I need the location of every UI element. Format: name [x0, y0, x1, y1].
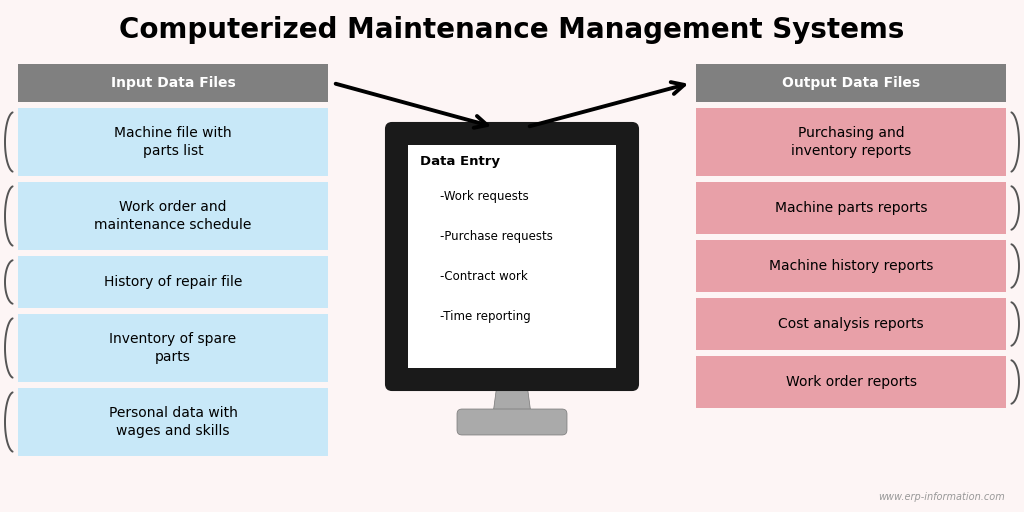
Text: Personal data with
wages and skills: Personal data with wages and skills — [109, 406, 238, 438]
Text: -Purchase requests: -Purchase requests — [440, 230, 553, 243]
Text: Inventory of spare
parts: Inventory of spare parts — [110, 332, 237, 364]
FancyBboxPatch shape — [18, 314, 328, 382]
Text: Purchasing and
inventory reports: Purchasing and inventory reports — [791, 126, 911, 158]
FancyBboxPatch shape — [18, 182, 328, 250]
Text: Cost analysis reports: Cost analysis reports — [778, 317, 924, 331]
FancyBboxPatch shape — [18, 256, 328, 308]
Text: Machine history reports: Machine history reports — [769, 259, 933, 273]
Text: Output Data Files: Output Data Files — [782, 76, 920, 90]
FancyBboxPatch shape — [18, 388, 328, 456]
FancyBboxPatch shape — [696, 356, 1006, 408]
FancyBboxPatch shape — [696, 64, 1006, 102]
FancyBboxPatch shape — [696, 298, 1006, 350]
FancyBboxPatch shape — [457, 409, 567, 435]
Text: Computerized Maintenance Management Systems: Computerized Maintenance Management Syst… — [120, 16, 904, 44]
FancyBboxPatch shape — [696, 108, 1006, 176]
Text: -Time reporting: -Time reporting — [440, 310, 530, 323]
Text: History of repair file: History of repair file — [103, 275, 243, 289]
Polygon shape — [493, 384, 531, 414]
Text: Data Entry: Data Entry — [420, 155, 500, 168]
FancyBboxPatch shape — [696, 182, 1006, 234]
FancyBboxPatch shape — [18, 108, 328, 176]
FancyBboxPatch shape — [386, 123, 638, 390]
Text: -Contract work: -Contract work — [440, 270, 527, 283]
FancyBboxPatch shape — [18, 64, 328, 102]
Text: Work order and
maintenance schedule: Work order and maintenance schedule — [94, 200, 252, 232]
Text: Work order reports: Work order reports — [785, 375, 916, 389]
FancyBboxPatch shape — [696, 240, 1006, 292]
Text: -Work requests: -Work requests — [440, 190, 528, 203]
Text: www.erp-information.com: www.erp-information.com — [879, 492, 1005, 502]
Text: Machine file with
parts list: Machine file with parts list — [115, 126, 231, 158]
Text: Machine parts reports: Machine parts reports — [775, 201, 928, 215]
Text: Input Data Files: Input Data Files — [111, 76, 236, 90]
FancyBboxPatch shape — [408, 145, 616, 368]
